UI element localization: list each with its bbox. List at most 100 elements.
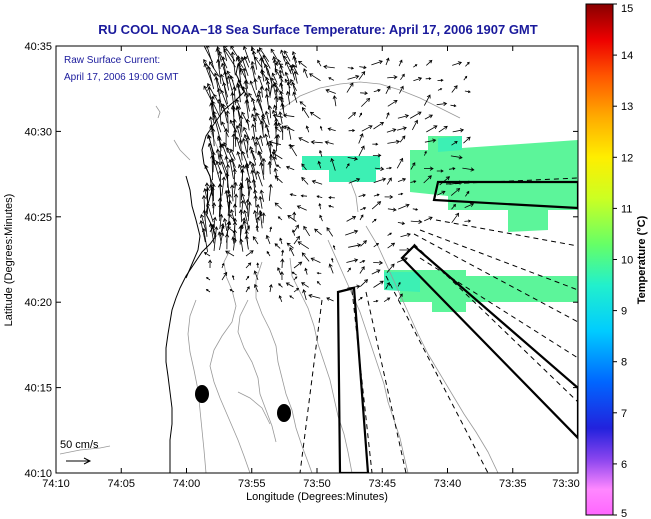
current-vector (372, 153, 382, 158)
current-vector (199, 220, 206, 243)
bathymetry-contours (59, 81, 499, 473)
current-vector (359, 214, 364, 221)
current-vector (327, 127, 336, 132)
current-vector (289, 246, 295, 257)
current-vector (205, 277, 211, 281)
current-vector (264, 123, 271, 139)
current-vector (279, 90, 284, 103)
current-vector (230, 184, 235, 202)
current-vector (318, 149, 323, 157)
current-vector (259, 120, 264, 138)
current-vector (205, 46, 215, 69)
current-vector (300, 194, 308, 198)
current-vector (271, 152, 283, 160)
current-vector (237, 122, 243, 138)
y-tick-label: 40:15 (24, 383, 52, 395)
colorbar-tick-label: 15 (621, 3, 633, 15)
current-vector (265, 80, 271, 98)
current-vector (231, 133, 236, 152)
current-vector (299, 101, 307, 107)
current-vector (360, 207, 367, 211)
current-vector (222, 46, 228, 62)
current-vector (386, 128, 397, 133)
current-vector (274, 88, 279, 103)
current-vector (272, 155, 277, 167)
current-vector (359, 260, 366, 264)
current-vector (385, 57, 390, 66)
current-vector (280, 125, 285, 140)
current-vector (451, 140, 458, 146)
current-vector (250, 169, 256, 188)
colorbar-label: Temperature (°C) (636, 215, 648, 304)
current-vector (302, 289, 307, 301)
current-vector (452, 128, 465, 133)
y-tick-label: 40:35 (24, 41, 52, 53)
current-vector (293, 276, 298, 281)
current-vector (239, 67, 249, 85)
current-vector (450, 187, 461, 196)
current-vector (423, 94, 431, 106)
current-vector (273, 104, 278, 117)
current-vector (328, 204, 334, 208)
current-vector (212, 158, 221, 182)
current-vector (215, 47, 221, 70)
current-vector (423, 175, 432, 184)
current-vector (316, 271, 322, 275)
current-vector (219, 231, 225, 250)
current-vector (289, 144, 298, 157)
current-vector (286, 242, 294, 249)
current-vector (267, 105, 273, 119)
current-vector (254, 141, 259, 154)
current-vector (465, 190, 470, 197)
current-vector (464, 90, 471, 94)
current-vector (254, 56, 263, 68)
current-vector (314, 228, 322, 236)
current-vector (221, 103, 228, 124)
current-vector (386, 263, 395, 273)
current-vector (301, 282, 309, 288)
current-vector (202, 209, 208, 237)
current-vector (438, 125, 448, 133)
current-vector (213, 93, 220, 105)
current-vector (272, 58, 278, 75)
current-vector (272, 113, 283, 118)
current-vector (398, 203, 410, 210)
y-tick-label: 40:10 (24, 468, 52, 480)
current-vector (412, 208, 419, 211)
current-vector (226, 147, 236, 168)
scale-arrow-icon (66, 457, 92, 465)
current-vector (398, 192, 404, 196)
current-vector (310, 257, 321, 263)
current-vector (278, 74, 284, 89)
current-vector (244, 235, 249, 250)
current-vector (359, 266, 365, 274)
current-vector (203, 59, 215, 77)
current-vector (409, 111, 422, 119)
current-vector (348, 178, 361, 184)
current-vector (309, 73, 321, 82)
current-vector (258, 134, 264, 146)
current-vector (291, 271, 297, 276)
current-vector (371, 201, 382, 210)
current-vector (278, 111, 283, 124)
colorbar-tick-label: 5 (621, 508, 627, 519)
current-vector (259, 189, 264, 202)
current-vector (205, 187, 210, 215)
current-vector (358, 193, 366, 198)
current-vector (303, 225, 311, 237)
current-vector (261, 157, 267, 175)
current-vector (267, 160, 272, 175)
colorbar-tick-label: 8 (621, 357, 627, 369)
current-vector (346, 258, 359, 263)
current-vector (387, 207, 397, 212)
site-marker (195, 385, 209, 403)
current-vector (396, 126, 407, 131)
current-vector (245, 275, 250, 281)
current-vector (262, 54, 271, 69)
current-vector (240, 199, 245, 215)
current-vector (236, 84, 241, 103)
bay-shoreline (185, 175, 201, 279)
map-title: RU COOL NOAA−18 Sea Surface Temperature:… (98, 22, 537, 37)
current-vector (221, 56, 227, 77)
